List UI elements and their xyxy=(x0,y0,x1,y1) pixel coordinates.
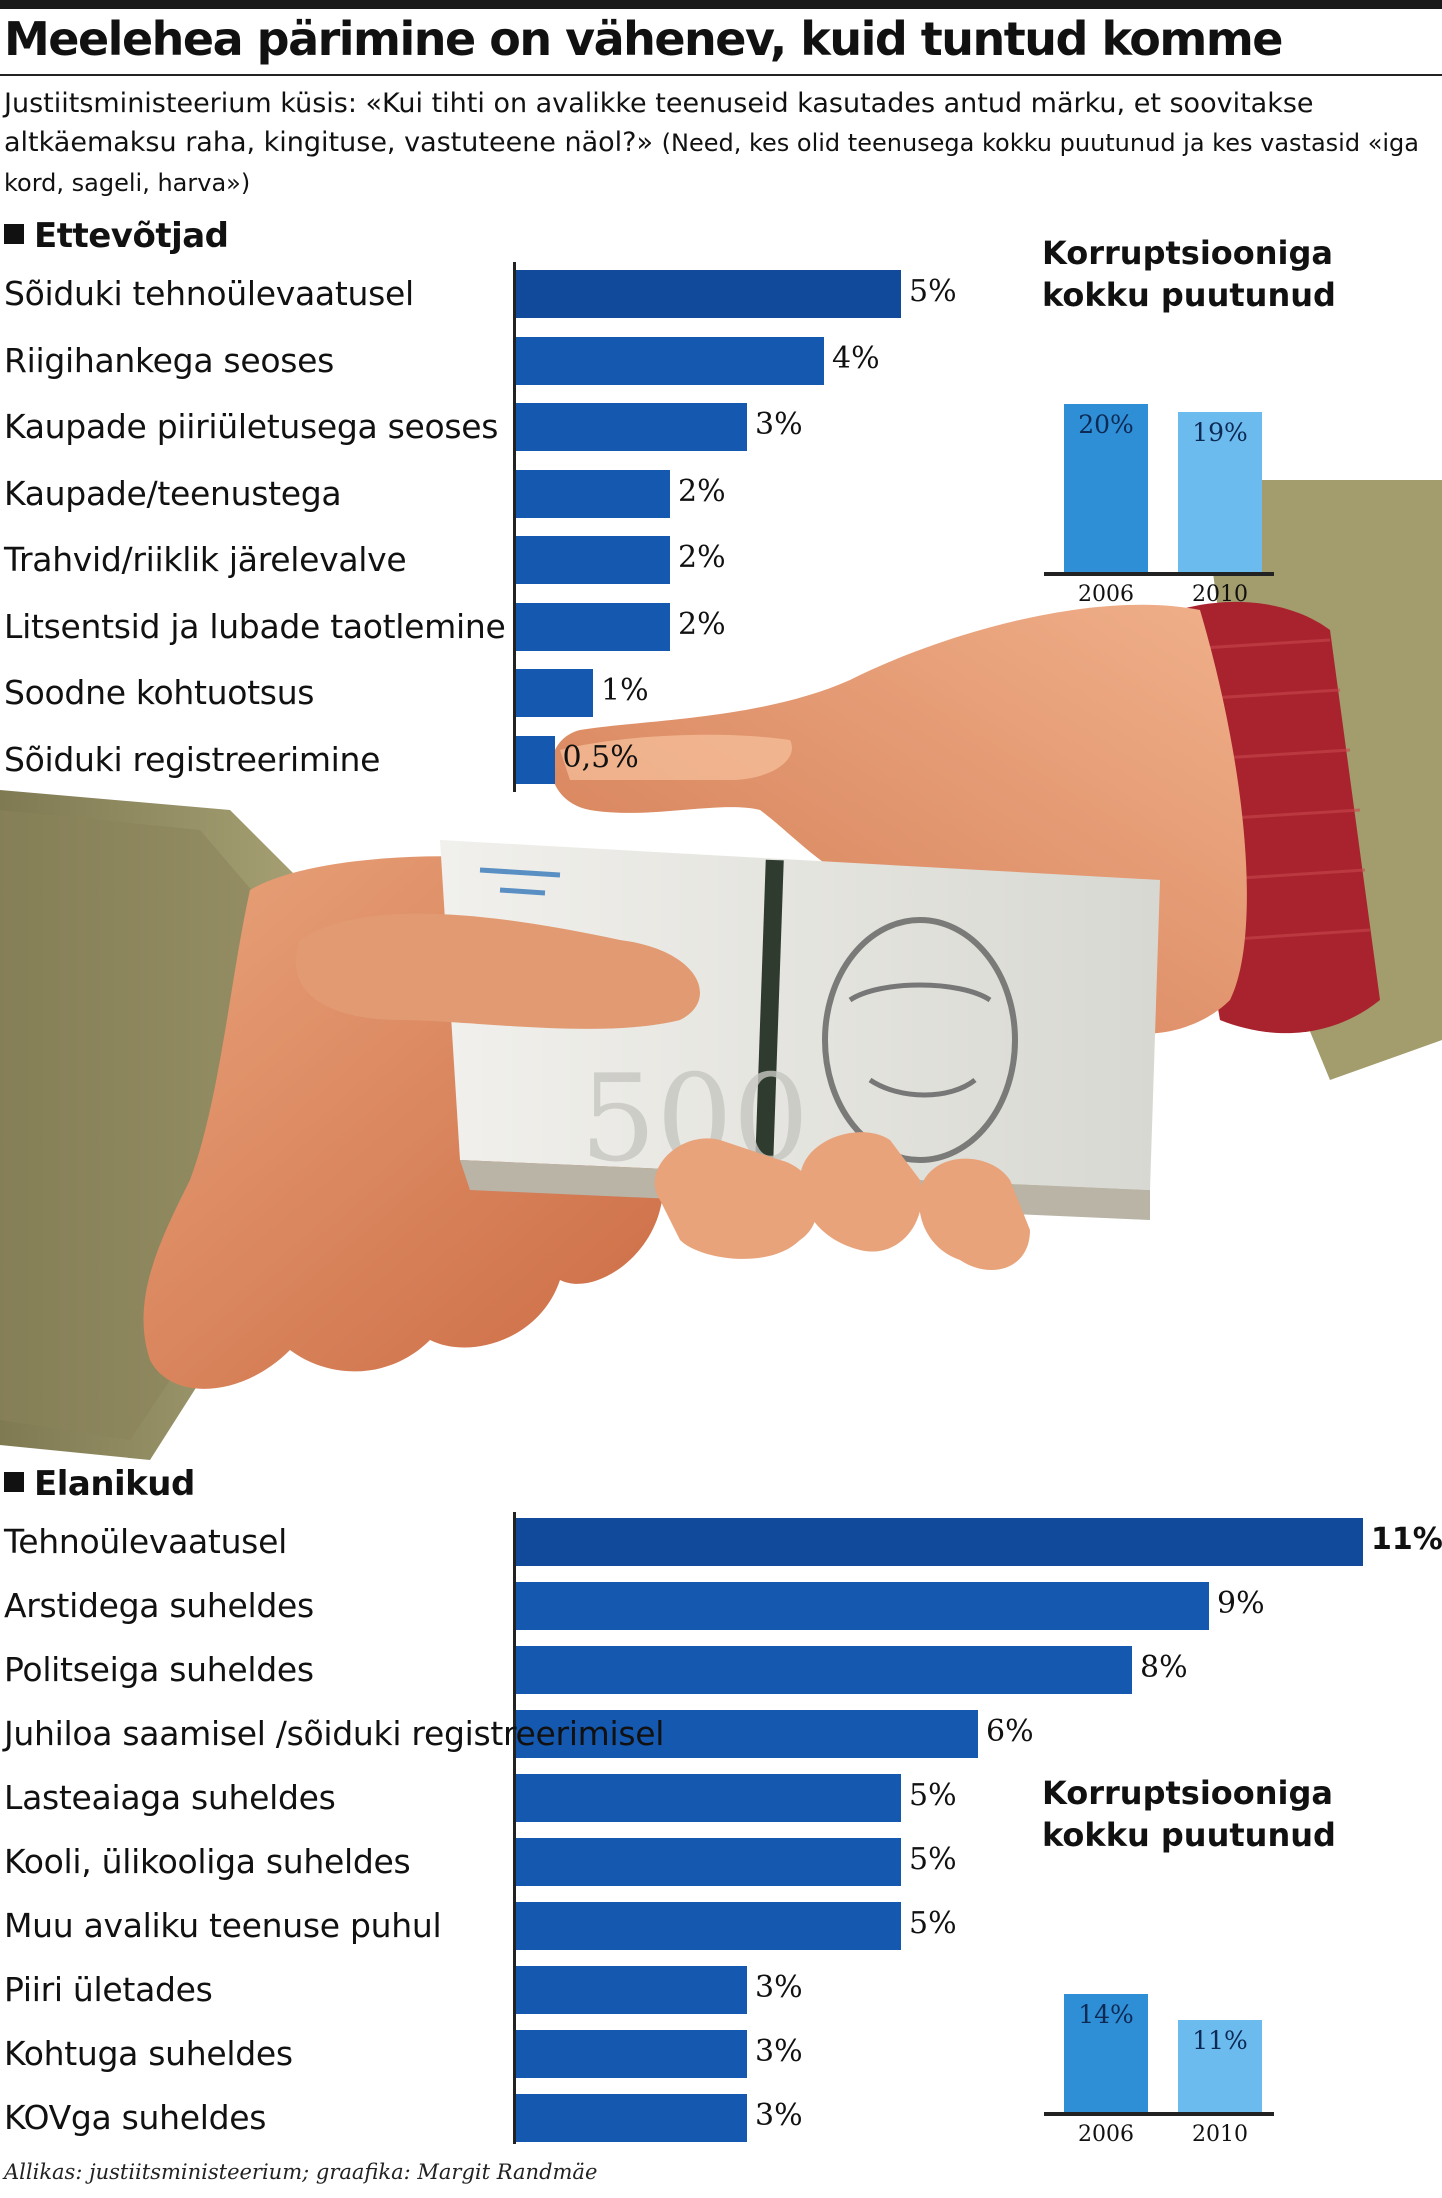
bar xyxy=(516,735,555,784)
source-credit: Allikas: justiitsministeerium; graafika:… xyxy=(4,2160,598,2184)
bar-value-label: 3% xyxy=(755,407,803,442)
bar-label: Kaupade piiriületusega seoses xyxy=(4,407,499,446)
inset-bar xyxy=(1178,2019,1262,2112)
bar-axis-elanikud xyxy=(513,1512,516,2144)
bar-label: Tehnoülevaatusel xyxy=(4,1522,287,1561)
page-title: Meelehea pärimine on vähenev, kuid tuntu… xyxy=(4,12,1283,66)
bar-value-label: 11% xyxy=(1371,1522,1442,1557)
bar-label: KOVga suheldes xyxy=(4,2098,267,2137)
bar xyxy=(516,1518,1363,1566)
bar-label: Sõiduki registreerimine xyxy=(4,739,381,779)
bar-axis-ettevotjad xyxy=(513,262,516,792)
inset-bar xyxy=(1064,404,1148,572)
question-note: (Need, kes olid teenusega kokku puutunud… xyxy=(4,129,1419,197)
bar xyxy=(516,536,670,584)
bar xyxy=(516,469,670,518)
bar-value-label: 2% xyxy=(678,473,726,509)
bar xyxy=(516,1646,1132,1694)
bar-value-label: 8% xyxy=(1140,1650,1188,1685)
section-title: Elanikud xyxy=(34,1464,195,1504)
bar-value-label: 5% xyxy=(909,274,957,309)
inset-title-ettevotjad: Korruptsiooniga kokku puutunud xyxy=(1042,234,1336,314)
survey-question: Justiitsministeerium küsis: «Kui tihti o… xyxy=(4,84,1436,203)
bar-value-label: 5% xyxy=(909,1842,957,1877)
inset-year-label: 2010 xyxy=(1192,582,1248,607)
section-square-icon xyxy=(4,224,24,244)
bar xyxy=(516,1774,901,1822)
inset-bar xyxy=(1178,412,1262,572)
section-square-icon xyxy=(4,1472,24,1492)
bar xyxy=(516,403,747,451)
inset-year-label: 2006 xyxy=(1078,582,1134,607)
bar xyxy=(516,336,824,385)
inset-bar xyxy=(1064,1994,1148,2112)
bar-value-label: 4% xyxy=(832,340,880,376)
section-heading-elanikud: Elanikud xyxy=(4,1464,195,1504)
bar-label: Kaupade/teenustega xyxy=(4,473,342,513)
bar-label: Piiri ületades xyxy=(4,1970,213,2009)
photo-hands-banknotes: 500 xyxy=(0,480,1442,1460)
bar xyxy=(516,1582,1209,1630)
inset-baseline xyxy=(1044,2112,1274,2116)
bar xyxy=(516,1966,747,2014)
bar-value-label: 6% xyxy=(986,1714,1034,1749)
bar-label: Muu avaliku teenuse puhul xyxy=(4,1906,442,1945)
bar-label: Soodne kohtuotsus xyxy=(4,673,315,712)
bar-label: Riigihankega seoses xyxy=(4,340,335,380)
bar xyxy=(516,1902,901,1950)
banknote-bundle: 500 xyxy=(440,840,1160,1220)
bar-label: Juhiloa saamisel /sõiduki registreerimis… xyxy=(4,1714,665,1753)
right-fingers xyxy=(654,1132,1030,1270)
inset-value-label: 19% xyxy=(1192,418,1248,448)
title-divider xyxy=(0,74,1442,76)
bar xyxy=(516,2094,747,2142)
bar-value-label: 2% xyxy=(678,606,726,642)
bar-label: Kooli, ülikooliga suheldes xyxy=(4,1842,411,1881)
bar-value-label: 5% xyxy=(909,1778,957,1813)
bar-label: Litsentsid ja lubade taotlemine xyxy=(4,606,506,646)
bar-label: Lasteaiaga suheldes xyxy=(4,1778,336,1817)
top-rule xyxy=(0,0,1442,9)
bar-label: Arstidega suheldes xyxy=(4,1586,314,1625)
inset-year-label: 2006 xyxy=(1078,2122,1134,2147)
bar-value-label: 0,5% xyxy=(562,739,639,775)
inset-title-elanikud: Korruptsiooniga kokku puutunud xyxy=(1042,1774,1336,1854)
section-title: Ettevõtjad xyxy=(34,216,229,256)
bar-label: Sõiduki tehnoülevaatusel xyxy=(4,274,414,313)
question-text: Justiitsministeerium küsis: «Kui tihti o… xyxy=(4,88,1314,158)
bar-label: Politseiga suheldes xyxy=(4,1650,314,1689)
left-thumb xyxy=(296,913,700,1029)
bar-value-label: 5% xyxy=(909,1906,957,1941)
bar xyxy=(516,1710,978,1758)
bar xyxy=(516,2030,747,2078)
bar-label: Kohtuga suheldes xyxy=(4,2034,293,2073)
bar xyxy=(516,270,901,318)
bar-label: Trahvid/riiklik järelevalve xyxy=(4,540,407,579)
bar-value-label: 3% xyxy=(755,2098,803,2133)
bar-value-label: 9% xyxy=(1217,1586,1265,1621)
inset-value-label: 20% xyxy=(1078,410,1134,439)
bar-value-label: 2% xyxy=(678,540,726,575)
bar-value-label: 3% xyxy=(755,1970,803,2005)
bar xyxy=(516,602,670,651)
section-heading-ettevotjad: Ettevõtjad xyxy=(4,216,229,256)
inset-year-label: 2010 xyxy=(1192,2122,1248,2147)
bar-value-label: 3% xyxy=(755,2034,803,2069)
bar-value-label: 1% xyxy=(601,673,649,708)
inset-baseline xyxy=(1044,572,1274,576)
inset-value-label: 11% xyxy=(1192,2025,1248,2055)
bar xyxy=(516,669,593,717)
bar xyxy=(516,1838,901,1886)
inset-value-label: 14% xyxy=(1078,2000,1134,2030)
